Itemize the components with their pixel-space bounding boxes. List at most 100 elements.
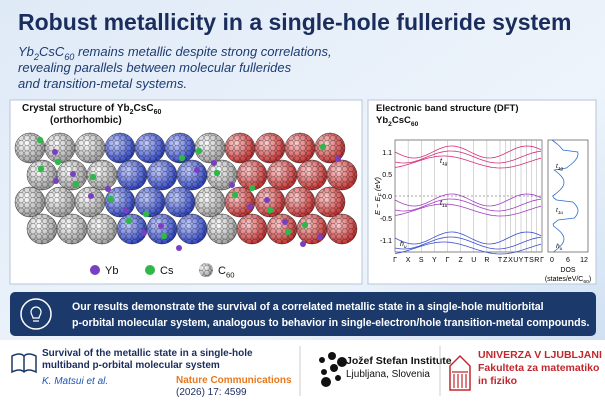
x-tick-label: Γ — [540, 257, 544, 264]
fullerene — [117, 214, 147, 244]
fullerene — [105, 133, 135, 163]
logo-dot — [321, 377, 331, 387]
cs-atom — [107, 195, 115, 203]
faculty-name: Fakulteta za matematiko — [478, 362, 599, 374]
fullerene — [207, 160, 237, 190]
x-tick-label: T — [524, 257, 529, 264]
university-logo — [449, 354, 471, 391]
cs-atom — [160, 232, 168, 240]
y-tick-label: -1.1 — [380, 238, 392, 245]
yb-atom — [335, 156, 341, 162]
yb-atom — [158, 223, 164, 229]
cs-atom — [301, 221, 309, 229]
yb-atom — [194, 167, 200, 173]
fullerene — [285, 133, 315, 163]
yb-atom — [317, 234, 323, 240]
text-run: 1u — [442, 203, 448, 209]
fullerene — [75, 133, 105, 163]
fullerene — [27, 214, 57, 244]
fullerene — [15, 187, 45, 217]
x-tick-label: U — [471, 257, 476, 264]
fullerene — [177, 160, 207, 190]
subtitle: revealing parallels between molecular fu… — [18, 60, 292, 75]
band — [394, 155, 542, 169]
fullerene — [27, 160, 57, 190]
yb-atom — [70, 171, 76, 177]
x-tick-label: R — [534, 257, 539, 264]
authors: K. Matsui et al. — [42, 376, 108, 387]
yb-atom — [52, 149, 58, 155]
band-label: t1u — [556, 207, 563, 215]
band — [394, 231, 542, 245]
institute-name: Jožef Stefan Institute — [346, 355, 452, 367]
citation: (2026) 17: 4599 — [176, 387, 247, 398]
text-run: Cs — [134, 103, 147, 114]
text-run: u — [560, 246, 563, 251]
cs-atom — [72, 180, 80, 188]
fullerene — [87, 160, 117, 190]
text-run: 60 — [583, 279, 589, 285]
paper-title: multiband p-orbital molecular system — [42, 360, 220, 371]
dos-unit: (states/eV/C60) — [545, 276, 591, 285]
dos-frame — [547, 139, 589, 253]
band — [394, 145, 542, 159]
university-name: UNIVERZA V LJUBLJANI — [478, 349, 602, 361]
y-tick-label: 0.0 — [382, 194, 392, 201]
band-plot: 1.10.50.0-0.5-1.1E − EF (eV)Γ X S Y Γ Z U R T Z X U… — [373, 139, 591, 285]
x-tick-label: X — [508, 257, 513, 264]
bulb-icon — [30, 306, 42, 322]
faculty-name: in fiziko — [478, 375, 517, 387]
fullerene — [285, 187, 315, 217]
logo-dot — [328, 352, 336, 360]
subtitle: Yb2CsC60 remains metallic despite strong… — [18, 44, 332, 62]
university-logo — [449, 354, 471, 391]
fullerene — [297, 160, 327, 190]
cs-atom — [213, 169, 221, 177]
fullerene — [45, 187, 75, 217]
fullerene — [147, 160, 177, 190]
fullerene — [195, 133, 225, 163]
x-tick-label: S — [419, 257, 424, 264]
text-run: remains metallic despite strong correlat… — [74, 44, 331, 59]
dos-tick-label: 6 — [566, 257, 570, 264]
band — [394, 203, 542, 217]
text-run: C — [146, 103, 153, 114]
logo-dot — [319, 357, 325, 363]
text-run: ) — [589, 276, 591, 283]
fullerene — [135, 187, 165, 217]
legend-swatch — [145, 265, 155, 275]
summary-text: p-orbital molecular system, analogous to… — [72, 317, 589, 329]
text-run: t — [556, 207, 559, 214]
legend-label: Cs — [160, 265, 174, 277]
text-run: Yb — [18, 44, 34, 59]
legend-swatch — [90, 265, 100, 275]
yb-atom — [105, 186, 111, 192]
dos-tick-label: 0 — [550, 257, 554, 264]
x-tick-label: S — [529, 257, 534, 264]
cs-atom — [319, 143, 327, 151]
fullerene — [267, 160, 297, 190]
fullerene — [237, 214, 267, 244]
text-run: u — [404, 245, 407, 250]
footer — [0, 340, 605, 401]
x-tick-label: Γ — [393, 257, 397, 264]
yb-atom — [141, 230, 147, 236]
cs-atom — [248, 184, 256, 192]
y-tick-label: -0.5 — [380, 216, 392, 223]
text-run: E − E — [373, 195, 382, 215]
legend-swatch — [199, 263, 213, 277]
fullerene — [117, 160, 147, 190]
fullerene — [75, 187, 105, 217]
fullerene — [237, 160, 267, 190]
fullerene — [267, 214, 297, 244]
yb-atom — [229, 182, 235, 188]
text-run: (eV) — [373, 176, 382, 193]
fullerene — [135, 133, 165, 163]
fullerene — [165, 133, 195, 163]
yb-atom — [53, 178, 59, 184]
text-run: t — [440, 200, 443, 207]
fullerene — [327, 214, 357, 244]
band-label: t1u — [440, 200, 448, 209]
text-run: C — [55, 44, 65, 59]
logo-dot — [337, 357, 347, 367]
